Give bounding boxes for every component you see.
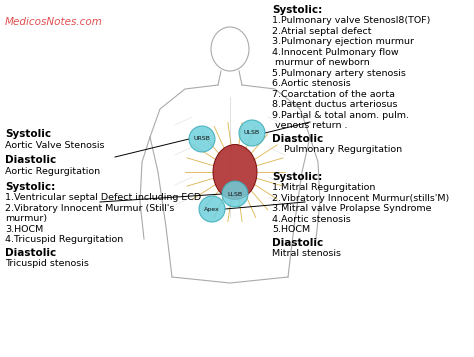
Circle shape: [239, 120, 265, 146]
Text: LLSB: LLSB: [228, 191, 243, 196]
Text: 5.Pulmonary artery stenosis: 5.Pulmonary artery stenosis: [272, 69, 406, 77]
Text: URSB: URSB: [193, 136, 210, 141]
Ellipse shape: [213, 145, 257, 200]
Text: 3.Mitral valve Prolapse Syndrome: 3.Mitral valve Prolapse Syndrome: [272, 204, 431, 213]
Text: 4.Tricuspid Regurgitation: 4.Tricuspid Regurgitation: [5, 235, 123, 244]
Text: Systolic: Systolic: [5, 129, 51, 139]
Text: Apex: Apex: [204, 206, 220, 211]
Text: Systolic:: Systolic:: [272, 172, 322, 182]
Text: 7.Coarctation of the aorta: 7.Coarctation of the aorta: [272, 90, 395, 99]
Text: venous return .: venous return .: [272, 121, 347, 130]
Text: 2.Vibratory Innocent Murmur(stills'M): 2.Vibratory Innocent Murmur(stills'M): [272, 193, 449, 202]
Circle shape: [189, 126, 215, 152]
Text: murmur of newborn: murmur of newborn: [272, 58, 370, 67]
Text: Aortic Regurgitation: Aortic Regurgitation: [5, 167, 100, 176]
Text: Mitral stenosis: Mitral stenosis: [272, 248, 341, 257]
Text: murmur): murmur): [5, 214, 47, 223]
Text: 4.Innocent Pulmonary flow: 4.Innocent Pulmonary flow: [272, 47, 399, 56]
Text: ULSB: ULSB: [244, 131, 260, 136]
Text: 1.Pulmonary valve Stenosl8(TOF): 1.Pulmonary valve Stenosl8(TOF): [272, 16, 430, 25]
Text: Systolic:: Systolic:: [272, 5, 322, 15]
Text: 5.HOCM: 5.HOCM: [272, 225, 310, 234]
Text: 3.HOCM: 3.HOCM: [5, 225, 43, 233]
Circle shape: [199, 196, 225, 222]
Text: 4.Aortic stenosis: 4.Aortic stenosis: [272, 215, 351, 223]
Text: 1.Mitral Regurgitation: 1.Mitral Regurgitation: [272, 183, 375, 192]
Text: 9.Partial & total anom. pulm.: 9.Partial & total anom. pulm.: [272, 111, 409, 120]
Text: Systolic:: Systolic:: [5, 182, 55, 192]
Text: Diastolic: Diastolic: [272, 134, 323, 144]
Text: 1.Ventricular septal Defect including ECD: 1.Ventricular septal Defect including EC…: [5, 193, 201, 202]
Text: Diastolic: Diastolic: [272, 237, 323, 247]
Text: 6.Aortic stenosis: 6.Aortic stenosis: [272, 79, 351, 88]
Text: Diastolic: Diastolic: [5, 155, 56, 165]
Text: Pulmonary Regurgitation: Pulmonary Regurgitation: [272, 145, 402, 154]
Text: 3.Pulmonary ejection murmur: 3.Pulmonary ejection murmur: [272, 37, 414, 46]
Text: Tricuspid stenosis: Tricuspid stenosis: [5, 258, 89, 267]
Text: 2.Atrial septal defect: 2.Atrial septal defect: [272, 26, 372, 36]
Text: Aortic Valve Stenosis: Aortic Valve Stenosis: [5, 141, 104, 150]
Circle shape: [222, 181, 248, 207]
Text: 8.Patent ductus arteriosus: 8.Patent ductus arteriosus: [272, 100, 398, 109]
Text: 2.Vibratory Innocent Murmur (Still's: 2.Vibratory Innocent Murmur (Still's: [5, 203, 174, 212]
Text: MedicosNotes.com: MedicosNotes.com: [5, 17, 103, 27]
Text: Diastolic: Diastolic: [5, 247, 56, 257]
